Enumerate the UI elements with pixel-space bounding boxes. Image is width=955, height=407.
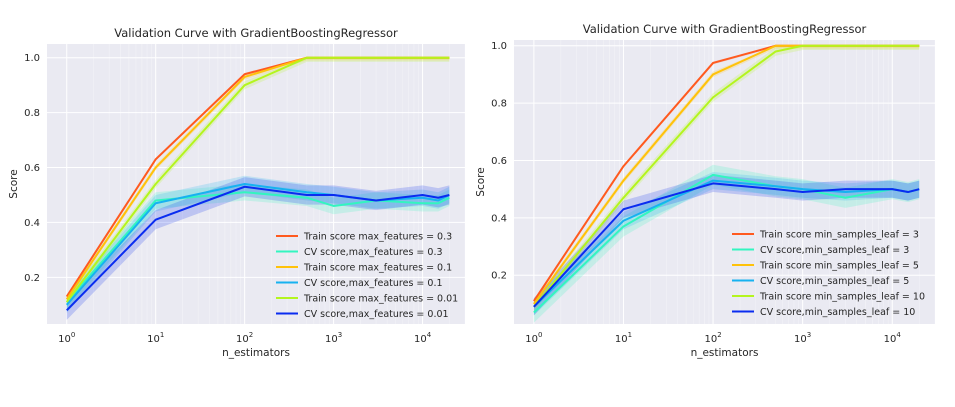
x-tick-label: 100 xyxy=(525,331,542,345)
legend-label-5: Train score min_samples_leaf = 10 xyxy=(759,292,925,303)
legend-label-1: Train score max_features = 0.3 xyxy=(303,232,452,243)
y-tick-label: 0.2 xyxy=(24,273,40,284)
legend-label-2: CV score,min_samples_leaf = 3 xyxy=(760,245,909,256)
y-tick-label: 0.8 xyxy=(24,108,40,119)
x-tick-label: 101 xyxy=(615,331,632,345)
y-tick-label: 0.6 xyxy=(24,163,40,174)
x-axis-label: n_estimators xyxy=(691,347,759,359)
y-axis-label: Score xyxy=(475,167,487,196)
legend-label-1: Train score min_samples_leaf = 3 xyxy=(759,230,919,241)
x-tick-label: 102 xyxy=(236,331,253,345)
legend-label-5: Train score max_features = 0.01 xyxy=(303,294,458,305)
chart-title: Validation Curve with GradientBoostingRe… xyxy=(583,22,867,36)
legend-label-6: CV score,max_features = 0.01 xyxy=(304,309,449,320)
series-band-6 xyxy=(533,174,920,316)
series-band-2 xyxy=(533,164,920,323)
legend: Train score min_samples_leaf = 3 CV score… xyxy=(732,230,925,318)
legend-label-4: CV score,min_samples_leaf = 5 xyxy=(760,276,909,287)
legend-label-2: CV score,max_features = 0.3 xyxy=(304,247,443,258)
y-tick-label: 0.2 xyxy=(491,271,507,282)
series-line-6 xyxy=(66,185,450,311)
x-tick-label: 104 xyxy=(884,331,902,345)
legend-label-3: Train score max_features = 0.1 xyxy=(303,263,452,274)
series-line-6 xyxy=(533,182,920,308)
legend-label-6: CV score,min_samples_leaf = 10 xyxy=(760,307,915,318)
y-tick-label: 1.0 xyxy=(24,53,40,64)
series-line-5 xyxy=(65,56,450,303)
x-tick-label: 103 xyxy=(794,331,811,345)
legend-label-3: Train score min_samples_leaf = 5 xyxy=(759,261,919,272)
series-band-6 xyxy=(66,177,450,320)
x-tick-label: 100 xyxy=(58,331,75,345)
x-tick-label: 101 xyxy=(147,331,164,345)
y-tick-label: 0.4 xyxy=(491,213,507,224)
legend-label-4: CV score,max_features = 0.1 xyxy=(304,278,443,289)
x-tick-label: 102 xyxy=(704,331,721,345)
series-band-4 xyxy=(533,171,920,316)
chart-title: Validation Curve with GradientBoostingRe… xyxy=(114,26,398,40)
legend: Train score max_features = 0.3 CV score,m… xyxy=(276,232,458,320)
y-tick-label: 1.0 xyxy=(491,41,507,52)
series-line-5 xyxy=(533,44,920,308)
y-tick-label: 0.4 xyxy=(24,218,40,229)
x-axis-label: n_estimators xyxy=(222,347,290,359)
y-axis-label: Score xyxy=(8,169,20,198)
y-tick-label: 0.6 xyxy=(491,156,507,167)
x-tick-label: 103 xyxy=(325,331,342,345)
x-tick-label: 104 xyxy=(414,331,432,345)
chart-panel-2: 100 101 102 103 104 0.2 0.4 0.6 0.8 1.0 Validation… xyxy=(475,22,936,359)
y-tick-label: 0.8 xyxy=(491,99,507,110)
chart-panel-1: 100 101 102 103 104 0.2 0.4 0.6 0.8 1.0 Validation… xyxy=(8,26,466,359)
